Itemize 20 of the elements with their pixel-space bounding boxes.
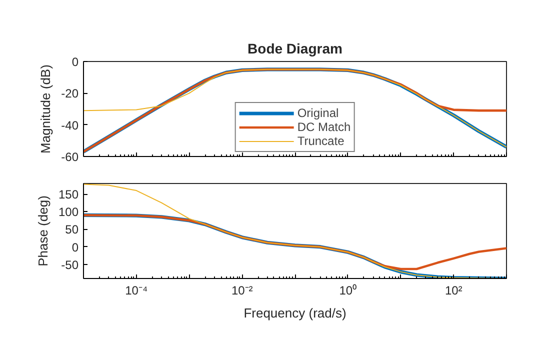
y-tick-label: -60: [61, 150, 79, 164]
legend-label: DC Match: [297, 120, 351, 134]
y-tick-label: 0: [72, 55, 79, 69]
x-tick-label: 10²: [444, 284, 462, 298]
legend-label: Original: [297, 106, 339, 120]
y-tick-label: 150: [58, 188, 79, 202]
y-tick-label: 0: [72, 240, 79, 254]
y-tick-label: -20: [61, 86, 79, 101]
y-tick-label: -50: [61, 258, 79, 272]
legend-label: Truncate: [297, 134, 344, 148]
y-tick-label: 50: [65, 222, 79, 237]
x-axis-title: Frequency (rad/s): [244, 306, 346, 320]
y-axis-title: Phase (deg): [35, 196, 50, 266]
y-tick-label: 100: [58, 205, 79, 220]
chart-title: Bode Diagram: [248, 40, 342, 56]
y-axis-title: Magnitude (dB): [38, 64, 54, 154]
x-tick-label: 10⁰: [339, 284, 357, 298]
x-tick-label: 10⁻⁴: [125, 284, 148, 298]
y-tick-label: -40: [61, 118, 79, 132]
x-tick-label: 10⁻²: [231, 284, 253, 298]
